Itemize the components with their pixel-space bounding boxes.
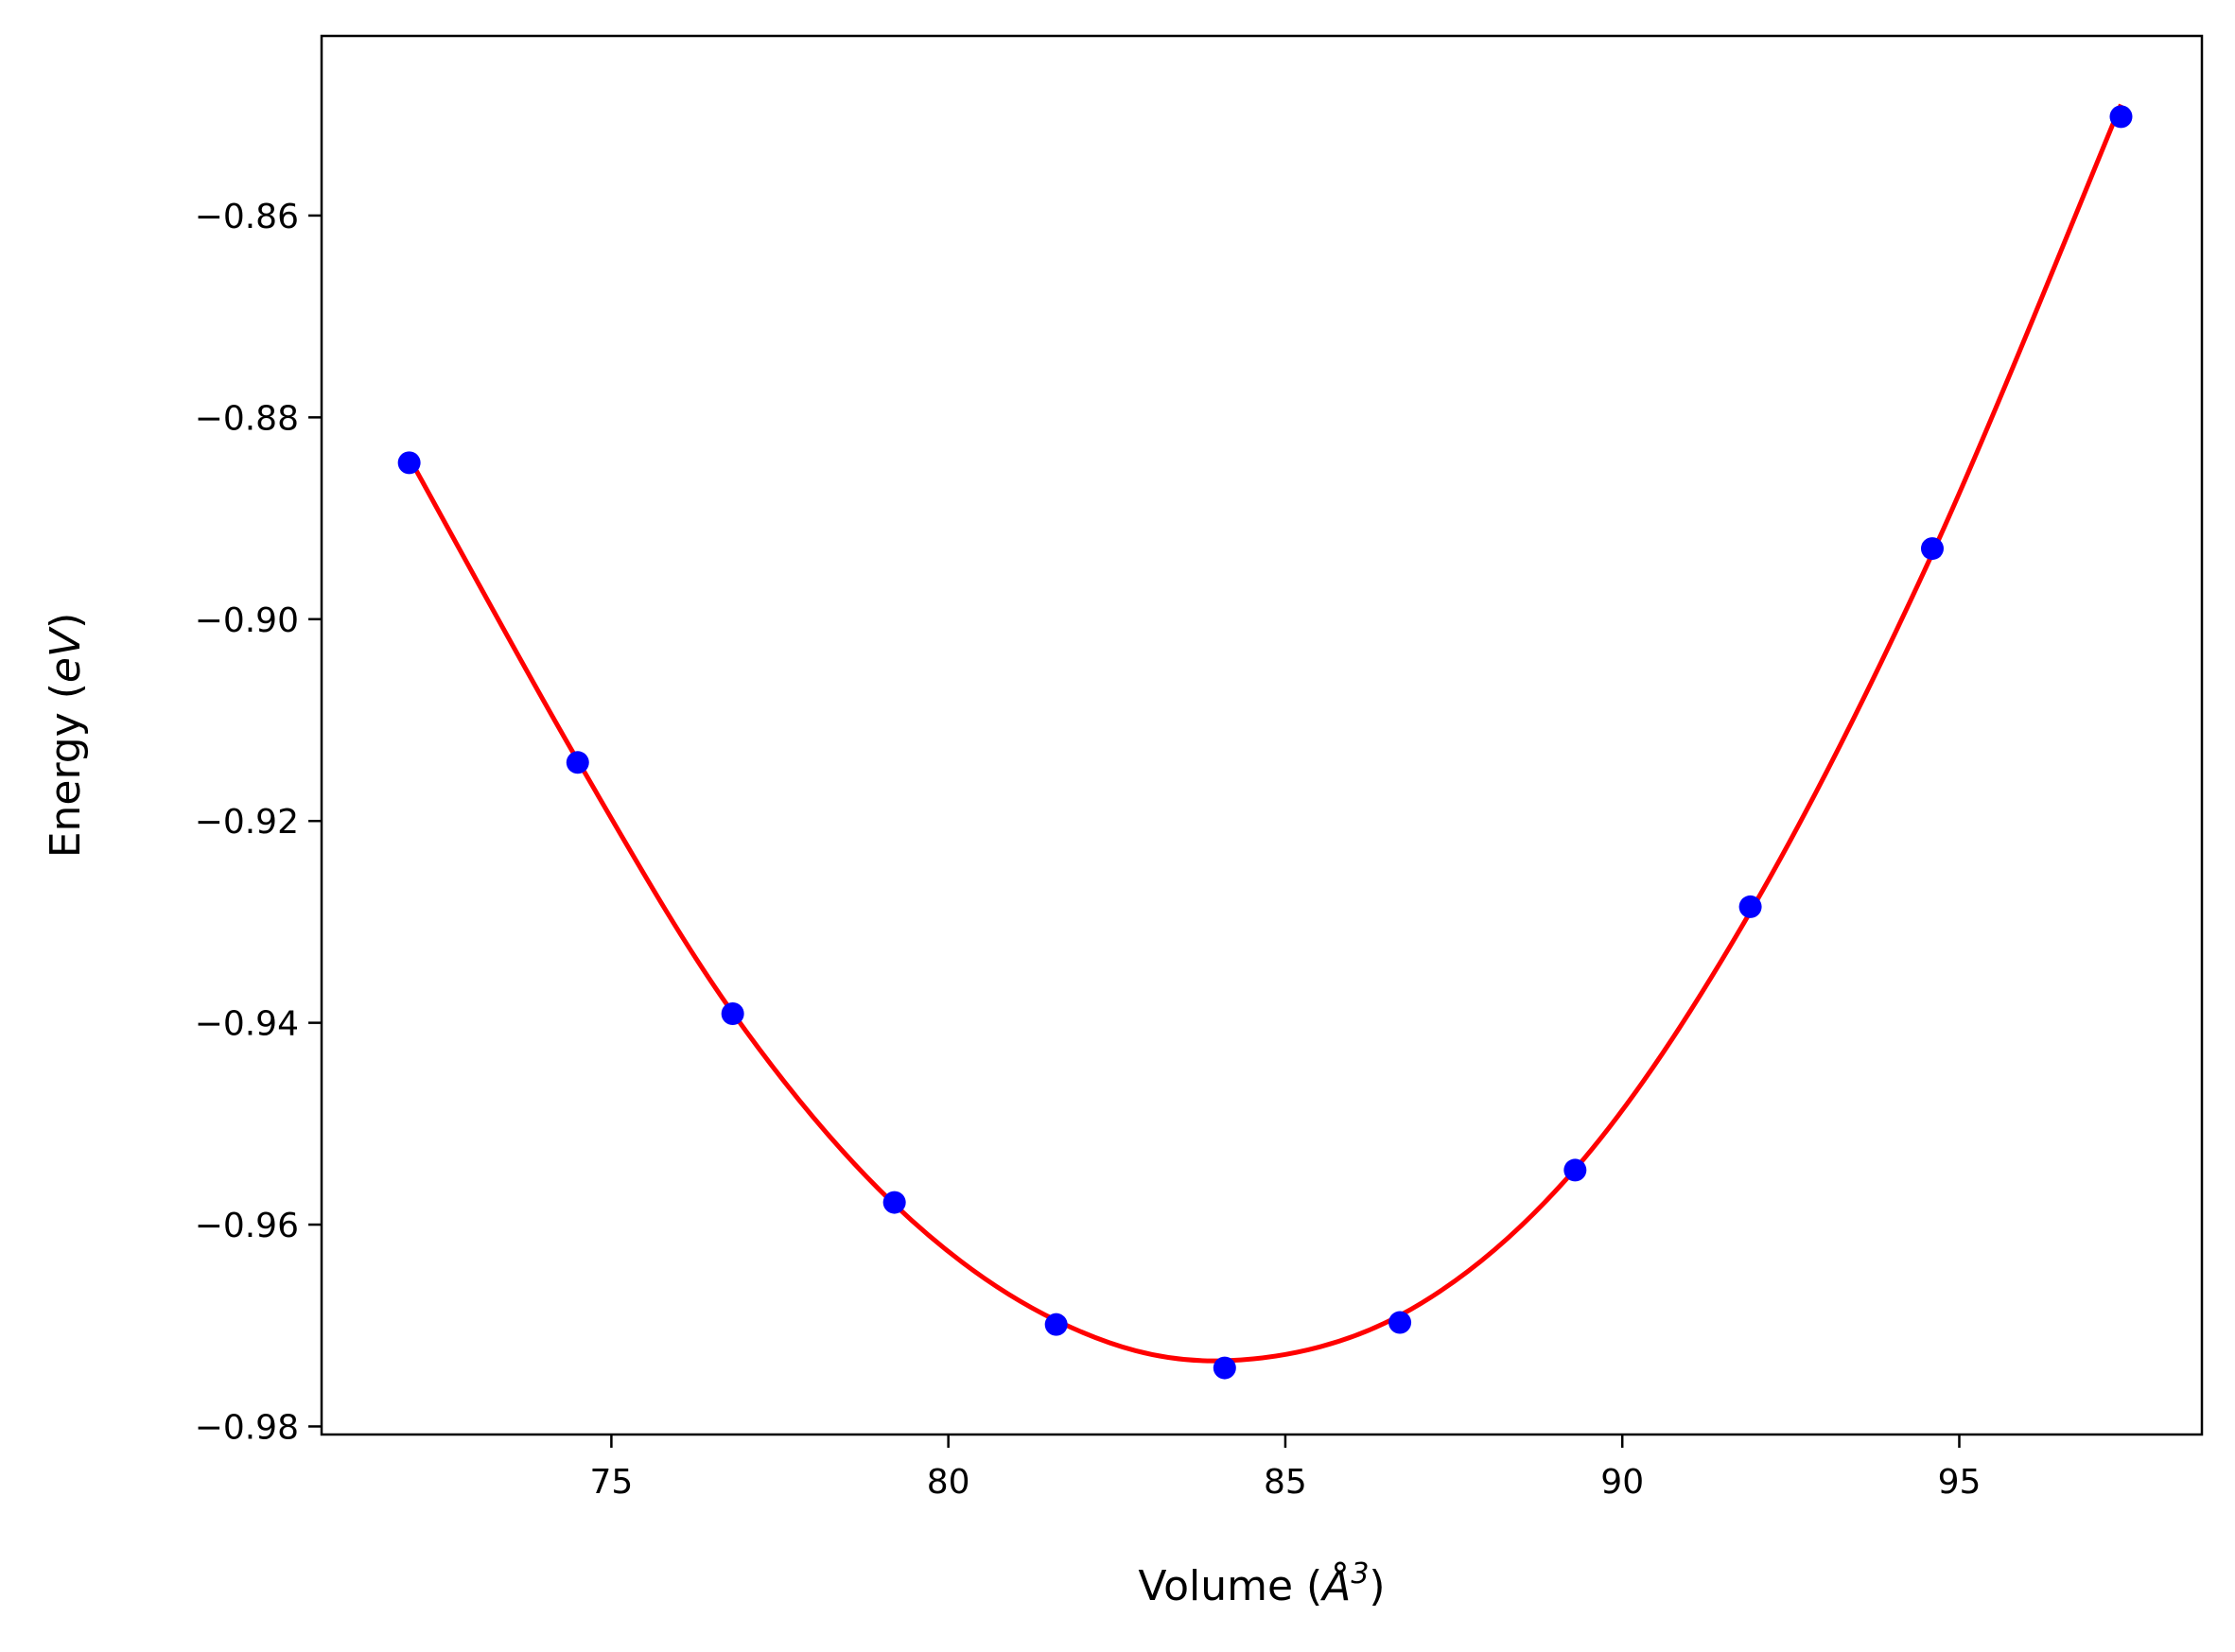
data-point	[882, 1191, 906, 1214]
y-tick-label: −0.90	[195, 601, 299, 640]
x-tick-label: 85	[1264, 1463, 1307, 1502]
data-point	[1563, 1158, 1587, 1182]
data-point	[1213, 1356, 1236, 1380]
y-tick-label: −0.98	[195, 1408, 299, 1447]
y-tick-label: −0.92	[195, 803, 299, 842]
data-point	[397, 451, 421, 475]
data-point	[566, 751, 589, 774]
y-tick-label: −0.94	[195, 1005, 299, 1044]
x-tick-label: 75	[589, 1463, 633, 1502]
data-point	[2109, 105, 2133, 129]
fit-curve-line	[407, 103, 2123, 1364]
x-tick-label: 90	[1600, 1463, 1644, 1502]
plot-area	[397, 103, 2133, 1380]
x-axis-ticks: 75 80 85 90 95	[589, 1435, 1981, 1502]
x-tick-label: 95	[1938, 1463, 1982, 1502]
axes-frame	[320, 34, 2204, 1436]
x-tick-label: 80	[927, 1463, 970, 1502]
y-tick-label: −0.88	[195, 399, 299, 438]
data-point	[1044, 1313, 1068, 1336]
data-point	[721, 1002, 744, 1026]
y-tick-label: −0.96	[195, 1207, 299, 1245]
y-axis-ticks: −0.98 −0.96 −0.94 −0.92 −0.90 −0.88 −0.86	[195, 198, 322, 1447]
y-axis-label: Energy (eV)	[42, 613, 90, 859]
data-point	[1920, 537, 1944, 561]
data-point	[1738, 895, 1762, 918]
x-axis-label: Volume (Å3)	[1138, 1557, 1385, 1610]
data-point	[1388, 1311, 1412, 1334]
y-tick-label: −0.86	[195, 198, 299, 236]
